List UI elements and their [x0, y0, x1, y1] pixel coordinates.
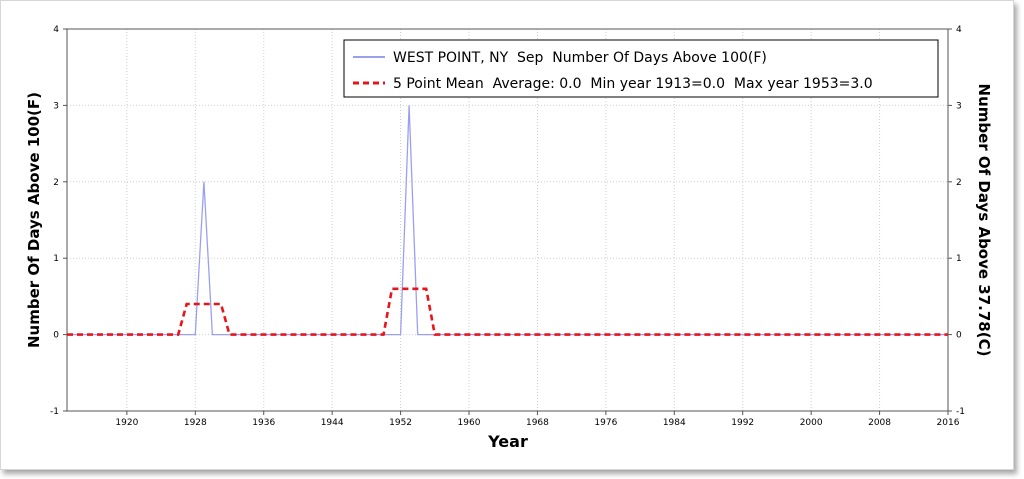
y-tick-label-left: 4 [53, 25, 59, 35]
x-tick-label: 1968 [526, 418, 549, 428]
y-axis-left: -1 0 1 2 3 4 [50, 25, 67, 417]
y-tick-label-left: 1 [53, 254, 59, 264]
x-tick-label: 1920 [115, 418, 138, 428]
x-tick-label: 2000 [800, 418, 823, 428]
x-tick-label: 1976 [594, 418, 617, 428]
line-chart: -1 0 1 2 3 4 -1 0 1 2 3 4 1920 1928 1936 1944 1952 1960… [25, 25, 993, 451]
x-axis-title: Year [487, 432, 528, 451]
y-tick-label-right: 3 [956, 101, 962, 111]
chart-frame: -1 0 1 2 3 4 -1 0 1 2 3 4 1920 1928 1936 1944 1952 1960… [0, 0, 1014, 470]
x-tick-label: 1984 [663, 418, 686, 428]
x-tick-label: 2008 [868, 418, 891, 428]
x-tick-label: 1936 [252, 418, 275, 428]
x-tick-label: 2016 [937, 418, 960, 428]
plot-area [66, 28, 949, 412]
series-line-days-above-100f [67, 105, 948, 336]
x-tick-label: 1944 [321, 418, 344, 428]
y-tick-label-right: 2 [956, 178, 962, 188]
legend-entry-mean: 5 Point Mean Average: 0.0 Min year 1913=… [393, 76, 873, 92]
y-tick-label-left: 2 [53, 178, 59, 188]
y-tick-label-right: 4 [956, 25, 962, 35]
y-axis-title-left: Number Of Days Above 100(F) [25, 92, 43, 348]
series-line-5-point-mean [67, 287, 948, 336]
x-tick-label: 1928 [184, 418, 207, 428]
x-axis: 1920 1928 1936 1944 1952 1960 1968 1976 1984 1992… [115, 411, 960, 428]
y-tick-label-right: 1 [956, 254, 962, 264]
y-tick-label-left: -1 [50, 407, 59, 417]
y-axis-right: -1 0 1 2 3 4 [948, 25, 965, 417]
x-tick-label: 1960 [458, 418, 481, 428]
legend: WEST POINT, NY Sep Number Of Days Above … [343, 39, 939, 98]
y-tick-label-left: 0 [53, 331, 59, 341]
y-tick-label-right: 0 [956, 331, 962, 341]
x-tick-label: 1992 [731, 418, 754, 428]
y-axis-title-right: Number Of Days Above 37.78(C) [975, 84, 993, 357]
y-tick-label-right: -1 [956, 407, 965, 417]
legend-box [343, 39, 939, 98]
series-lines [67, 105, 948, 336]
legend-entry-series: WEST POINT, NY Sep Number Of Days Above … [393, 50, 767, 66]
y-tick-label-left: 3 [53, 101, 59, 111]
x-tick-label: 1952 [389, 418, 412, 428]
